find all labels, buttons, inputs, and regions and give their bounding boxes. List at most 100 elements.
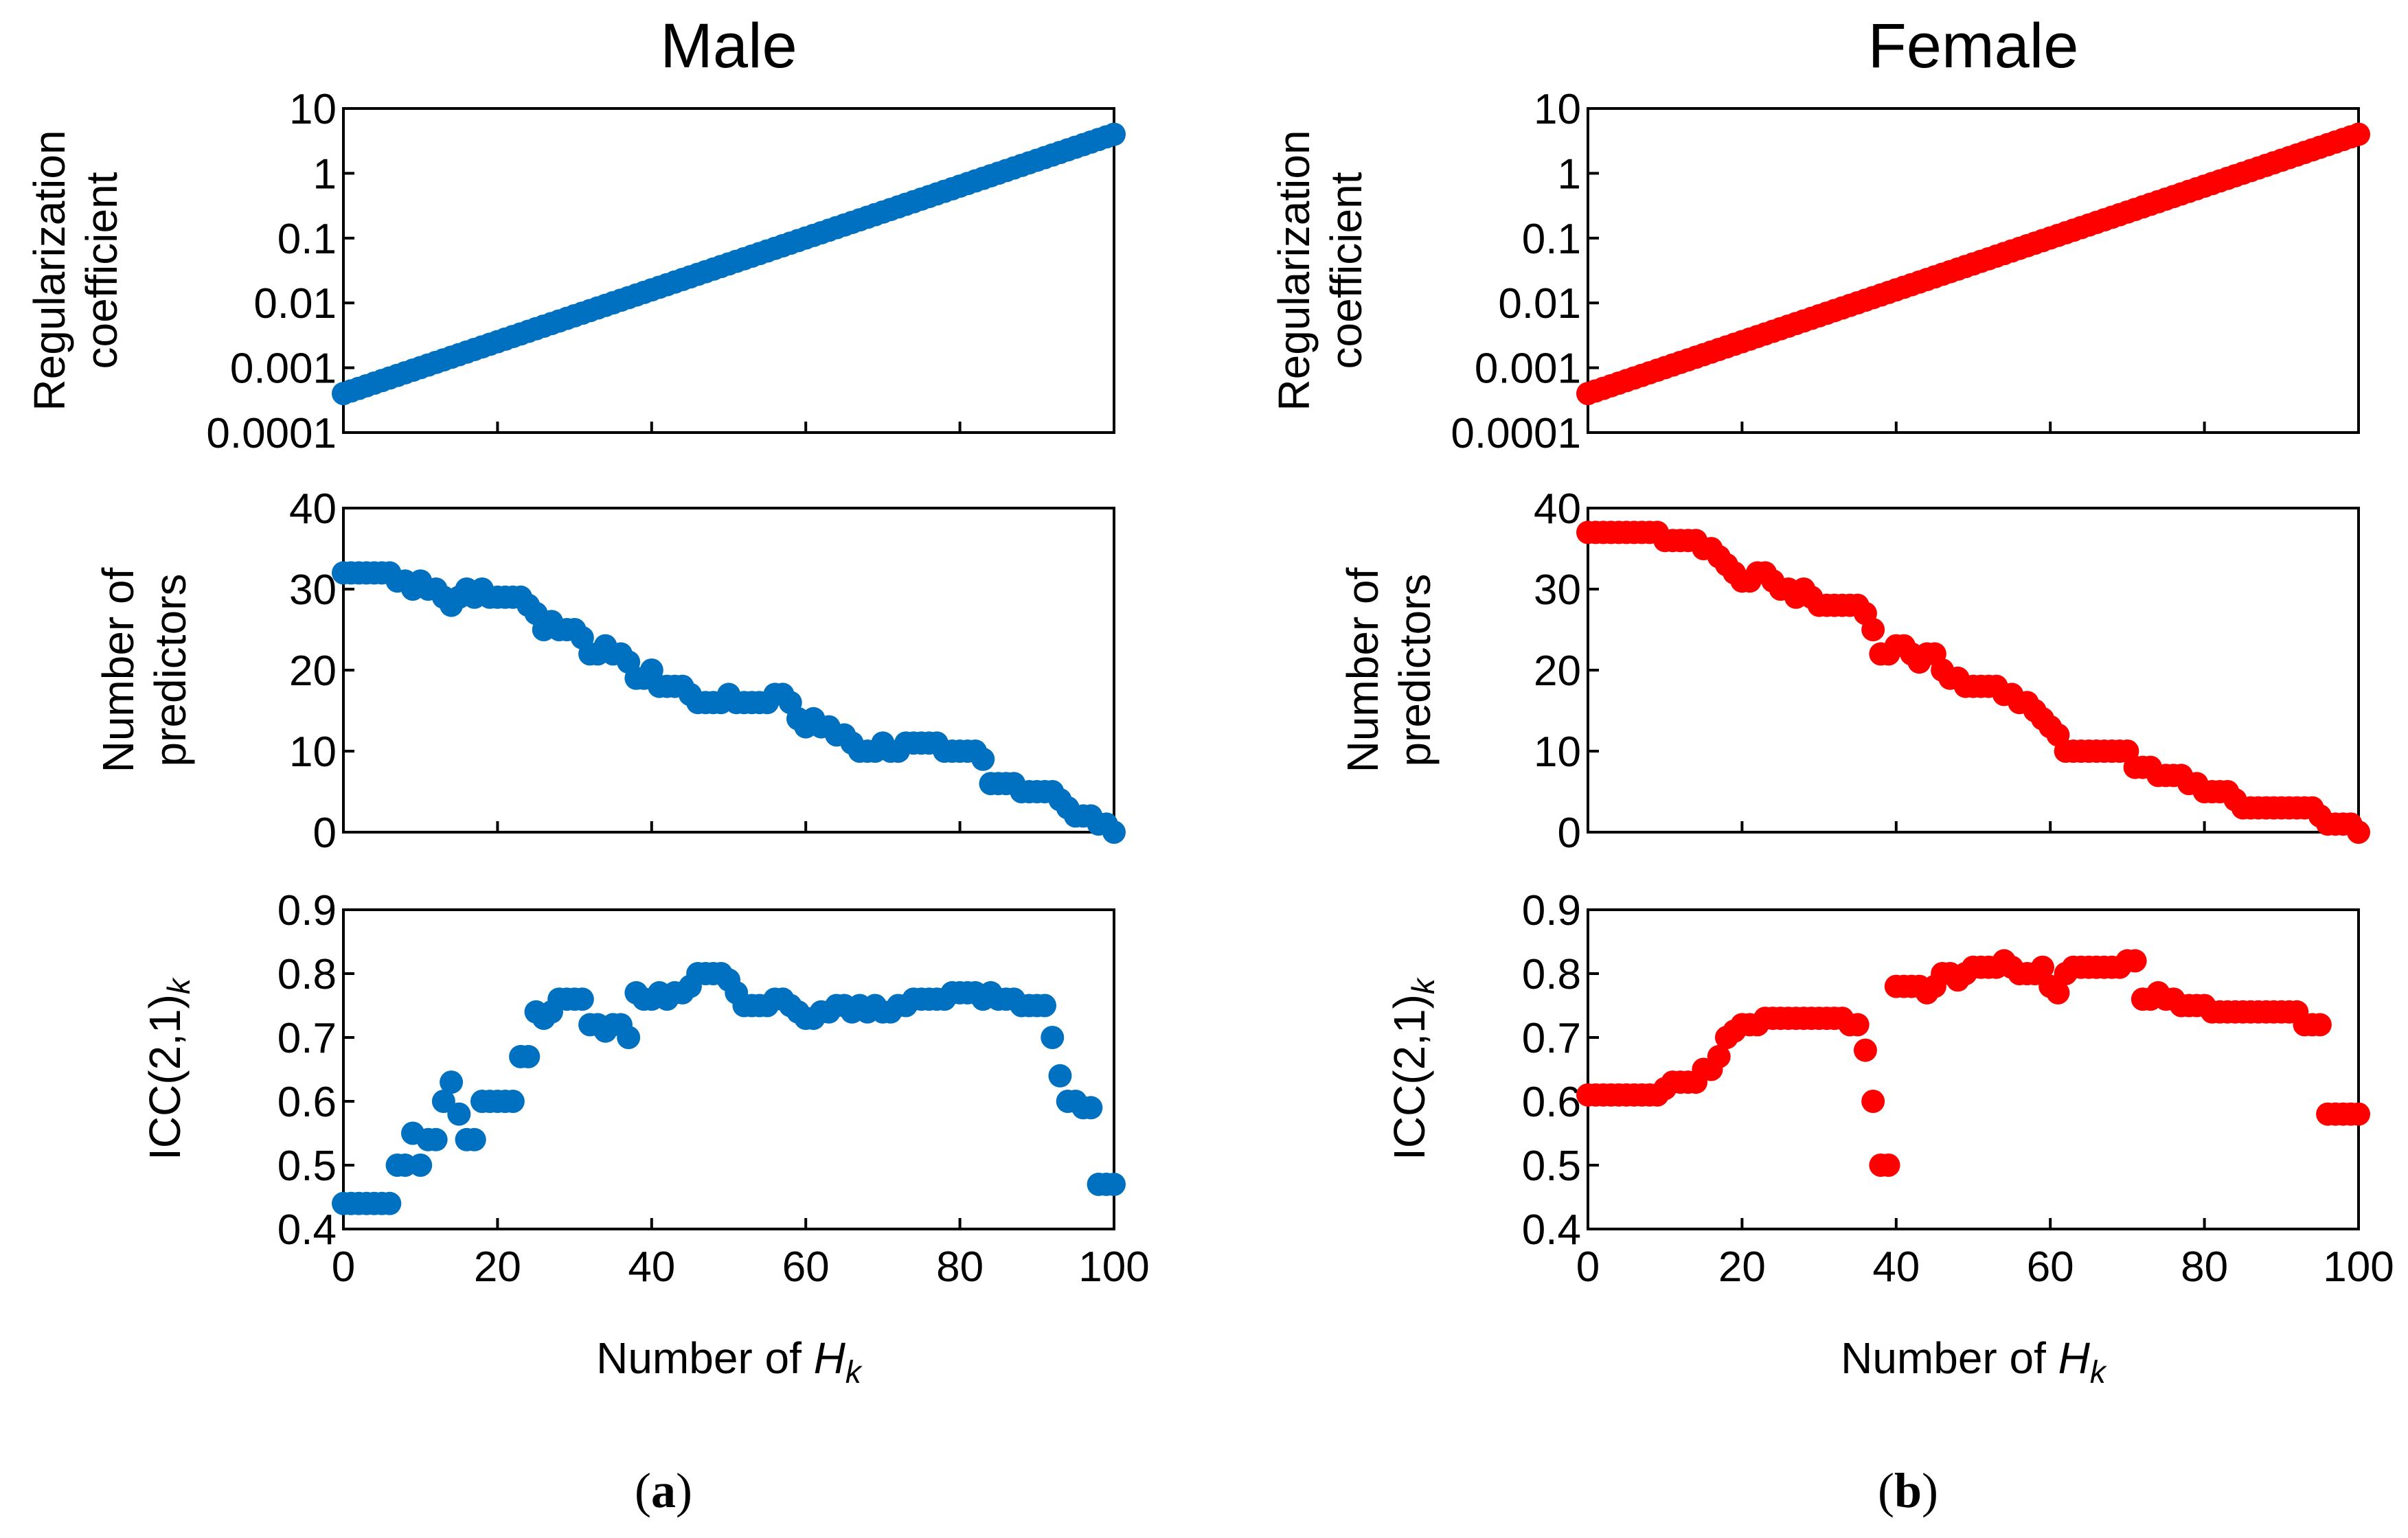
panel-title-a: Male <box>660 11 797 81</box>
chart-a-predictors: 40 30 20 10 0 Number of predictors <box>93 485 1126 857</box>
plot-frame <box>342 908 1115 1230</box>
x-tick-label: 60 <box>2027 1243 2074 1291</box>
y-tick-label: 40 <box>289 485 337 533</box>
y-tick-label: 30 <box>289 566 337 614</box>
panel-title-b: Female <box>1868 11 2079 81</box>
plot-frame <box>1587 107 2360 434</box>
data-point <box>1861 618 1885 641</box>
data-point <box>1079 1096 1103 1120</box>
y-axis-label: ICC(2,1)k <box>140 977 196 1160</box>
panel-b: Female 10 1 0.1 0.01 0.001 0.0001 Regularizatio… <box>1269 11 2394 1518</box>
data-point <box>1845 1013 1870 1037</box>
data-point <box>1102 820 1126 844</box>
y-tick-label: 0.1 <box>277 216 337 263</box>
x-tick-label: 0 <box>332 1243 355 1291</box>
data-point <box>516 1044 541 1068</box>
y-tick-label: 20 <box>1534 647 1581 695</box>
y-tick-label: 10 <box>1534 728 1581 776</box>
x-tick-label: 100 <box>1078 1243 1149 1291</box>
data-point <box>1041 1026 1065 1049</box>
chart-a-regularization: 10 1 0.1 0.01 0.001 0.0001 Regularization coeff… <box>25 86 1126 457</box>
chart-b-icc: 0.9 0.8 0.7 0.6 0.5 0.40 20 40 60 80 100 ICC(2,1)k N… <box>1385 887 2394 1390</box>
data-point <box>2347 820 2370 844</box>
panel-caption-a: (a) <box>635 1463 692 1518</box>
y-tick-label: 0.7 <box>277 1015 337 1062</box>
data-point <box>2046 980 2070 1005</box>
plot-frame <box>342 107 1115 434</box>
y-tick-label: 0.4 <box>277 1206 337 1254</box>
x-axis-label: Number of Hk <box>596 1333 863 1390</box>
data-point <box>409 1154 433 1177</box>
y-tick-label: 0.8 <box>1522 951 1581 998</box>
data-point <box>1048 1064 1072 1088</box>
y-axis-label: predictors <box>1390 574 1440 767</box>
x-tick-label: 20 <box>474 1243 521 1291</box>
data-point <box>424 1127 448 1151</box>
y-axis-label: Number of <box>93 567 143 772</box>
y-tick-label: 0.6 <box>1522 1079 1581 1126</box>
y-tick-label: 0.01 <box>253 280 337 328</box>
data-point <box>501 1090 525 1113</box>
panel-a: Male 10 1 0.1 0.01 0.001 0.0001 Regularization c… <box>25 11 1150 1518</box>
x-tick-label: 100 <box>2323 1243 2394 1291</box>
chart-b-regularization: 10 1 0.1 0.01 0.001 0.0001 Regularization coeff… <box>1269 86 2370 457</box>
x-tick-label: 60 <box>782 1243 830 1291</box>
y-tick-label: 1 <box>1558 150 1581 198</box>
x-tick-label: 80 <box>2181 1243 2228 1291</box>
data-point <box>462 1127 486 1151</box>
y-tick-label: 40 <box>1534 485 1581 533</box>
y-tick-label: 0.01 <box>1498 280 1581 328</box>
data-point <box>1707 1044 1731 1068</box>
y-axis-label: ICC(2,1)k <box>1385 977 1441 1160</box>
data-point <box>440 1070 464 1094</box>
y-axis-label: Regularization <box>25 130 74 411</box>
y-tick-label: 0.5 <box>1522 1143 1581 1190</box>
y-axis-label: Regularization <box>1269 130 1319 411</box>
y-tick-label: 10 <box>289 86 337 133</box>
y-tick-label: 1 <box>313 150 337 198</box>
y-tick-label: 0.9 <box>277 887 337 934</box>
data-point <box>1861 1090 1885 1113</box>
data-point <box>1876 1154 1900 1177</box>
y-tick-label: 0.001 <box>230 345 337 393</box>
chart-a-icc: 0.9 0.8 0.7 0.6 0.5 0.40 20 40 60 80 100 ICC(2,1)k N… <box>140 887 1150 1390</box>
y-axis-label: coefficient <box>77 172 126 369</box>
data-point <box>2030 955 2054 979</box>
y-tick-label: 10 <box>1534 86 1581 133</box>
x-tick-label: 0 <box>1576 1243 1600 1291</box>
data-point <box>2308 1013 2332 1037</box>
data-point <box>1033 994 1057 1018</box>
data-point <box>2347 122 2370 146</box>
y-tick-label: 0.1 <box>1522 216 1581 263</box>
y-axis-label: predictors <box>146 574 195 767</box>
y-tick-label: 0.9 <box>1522 887 1581 934</box>
y-tick-label: 0.8 <box>277 951 337 998</box>
x-tick-label: 80 <box>936 1243 984 1291</box>
chart-b-predictors: 40 30 20 10 0 Number of predictors <box>1338 485 2370 857</box>
y-tick-label: 0.001 <box>1475 345 1581 393</box>
x-tick-label: 40 <box>1872 1243 1920 1291</box>
y-tick-label: 0.5 <box>277 1143 337 1190</box>
x-axis-label: Number of Hk <box>1841 1333 2107 1390</box>
y-tick-label: 0 <box>1558 810 1581 857</box>
panel-caption-b: (b) <box>1878 1463 1938 1518</box>
y-tick-label: 0.6 <box>277 1079 337 1126</box>
x-tick-label: 20 <box>1718 1243 1766 1291</box>
data-point <box>2347 1102 2370 1126</box>
y-tick-label: 30 <box>1534 566 1581 614</box>
y-tick-label: 0.0001 <box>1451 410 1581 457</box>
y-tick-label: 0 <box>313 810 337 857</box>
y-axis-label: Number of <box>1338 567 1387 772</box>
data-point <box>1102 122 1126 146</box>
data-point <box>1853 1038 1877 1062</box>
data-point <box>617 1026 641 1049</box>
y-tick-label: 0.7 <box>1522 1015 1581 1062</box>
y-tick-label: 0.0001 <box>206 410 337 457</box>
plot-frame <box>1587 908 2360 1230</box>
y-tick-label: 20 <box>289 647 337 695</box>
data-point <box>570 987 594 1011</box>
data-point <box>971 747 995 771</box>
y-tick-label: 0.4 <box>1522 1206 1581 1254</box>
x-tick-label: 40 <box>628 1243 675 1291</box>
